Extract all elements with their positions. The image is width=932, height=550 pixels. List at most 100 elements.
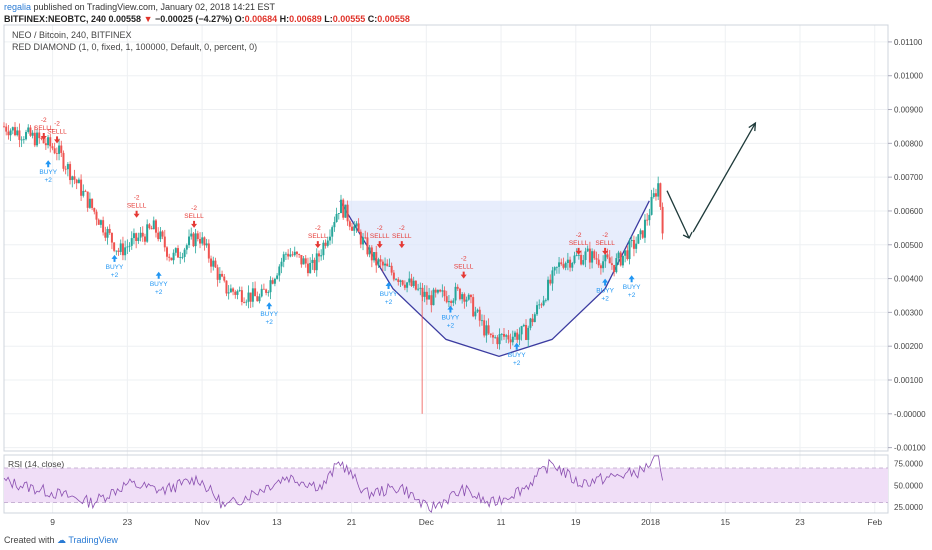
candle-body <box>562 264 565 268</box>
candle-body <box>265 289 268 293</box>
buy-label: BUYY <box>442 315 460 322</box>
candle-body <box>18 130 21 140</box>
candle-body <box>115 250 118 252</box>
cup-fill <box>339 200 650 357</box>
candle-body <box>185 245 188 250</box>
candle-body <box>406 282 409 288</box>
sell-label: SELLL <box>392 233 412 240</box>
candle-body <box>77 179 80 184</box>
candle-body <box>500 333 503 335</box>
candle-body <box>388 265 391 267</box>
candle-body <box>621 255 624 266</box>
candle-body <box>339 199 342 214</box>
tradingview-brand[interactable]: TradingView <box>68 535 118 545</box>
candle-body <box>465 299 468 302</box>
candle-body <box>531 318 534 323</box>
candle-body <box>480 320 483 322</box>
candle-body <box>53 148 56 154</box>
sell-arrow-icon <box>575 247 582 255</box>
candle-body <box>31 132 34 136</box>
candle-body <box>582 260 585 265</box>
low-value: 0.00555 <box>332 14 366 24</box>
candle-body <box>306 263 309 274</box>
candle-body <box>646 219 649 221</box>
projection-down-leg <box>666 190 690 239</box>
candle-body <box>533 314 536 323</box>
candle-body <box>196 233 199 239</box>
candle-body <box>606 254 609 258</box>
buy-value: +2 <box>111 272 119 279</box>
candle-body <box>179 257 182 259</box>
x-tick-label: Nov <box>195 517 211 527</box>
sell-arrow-icon <box>314 241 321 249</box>
candle-body <box>322 242 325 256</box>
sell-arrow-icon <box>54 136 61 144</box>
candle-body <box>659 183 662 207</box>
candle-body <box>104 232 107 238</box>
candle-body <box>542 300 545 306</box>
candle-body <box>357 223 360 232</box>
candle-body <box>214 260 217 268</box>
buy-label: BUYY <box>150 281 168 288</box>
candle-body <box>447 301 450 303</box>
sell-arrow-icon <box>398 241 405 249</box>
candle-body <box>445 296 448 303</box>
candle-body <box>560 262 563 265</box>
candle-body <box>95 211 98 220</box>
candle-body <box>278 266 281 276</box>
time-axis[interactable]: 9 23 Nov 13 21 Dec 11 19 2018 15 23 Feb <box>50 517 882 527</box>
candle-body <box>51 146 54 149</box>
candle-body <box>148 224 151 229</box>
candle-body <box>483 320 486 336</box>
candle-body <box>44 143 47 146</box>
rsi-tick-label: 25.0000 <box>894 503 923 512</box>
candle-body <box>558 262 561 267</box>
x-tick-label: 9 <box>50 517 55 527</box>
open-label: O: <box>234 14 245 24</box>
candle-body <box>443 290 446 297</box>
candle-body <box>436 289 439 293</box>
buy-label: BUYY <box>596 288 614 295</box>
signals: -2SELLL-2SELLLBUYY+2-2SELLLBUYY+2BUYY+2-… <box>34 117 641 367</box>
candle-body <box>328 236 331 241</box>
candle-body <box>62 152 65 169</box>
candle-body <box>414 280 417 290</box>
candle-body <box>258 296 261 302</box>
candle-body <box>256 296 259 302</box>
candle-body <box>384 263 387 266</box>
author-link[interactable]: regalia <box>4 2 32 12</box>
y-tick-label: 0.01100 <box>894 38 923 47</box>
candle-body <box>313 259 316 271</box>
candle-body <box>661 206 664 234</box>
candle-body <box>33 132 36 146</box>
candle-body <box>516 332 519 340</box>
candle-body <box>102 220 105 233</box>
sell-value: -2 <box>461 256 467 263</box>
candle-body <box>428 295 431 300</box>
candle-body <box>362 237 365 245</box>
candle-body <box>637 234 640 244</box>
candle-body <box>269 280 272 293</box>
candle-body <box>165 247 168 257</box>
candle-body <box>650 196 653 215</box>
candle-body <box>229 288 232 293</box>
rsi-axis: 75.0000 50.0000 25.0000 <box>894 460 923 512</box>
candle-body <box>432 289 435 306</box>
candle-body <box>569 259 572 268</box>
chart-canvas[interactable]: -2SELLL-2SELLLBUYY+2-2SELLLBUYY+2BUYY+2-… <box>0 0 932 532</box>
sell-arrow-icon <box>133 210 140 218</box>
candle-body <box>399 280 402 282</box>
candle-body <box>311 259 314 263</box>
candle-body <box>430 295 433 306</box>
price-axis[interactable]: 0.01100 0.01000 0.00900 0.00800 0.00700 0.006… <box>888 38 926 453</box>
sell-label: SELLL <box>454 264 474 271</box>
buy-label: BUYY <box>380 291 398 298</box>
candle-body <box>326 240 329 246</box>
candle-body <box>163 236 166 248</box>
published-text: published on TradingView.com, January 02… <box>33 2 276 12</box>
close-value: 0.00558 <box>377 14 410 24</box>
sell-label: SELLL <box>595 240 615 247</box>
candle-body <box>494 337 497 339</box>
candle-body <box>135 233 138 241</box>
candle-body <box>577 254 580 256</box>
